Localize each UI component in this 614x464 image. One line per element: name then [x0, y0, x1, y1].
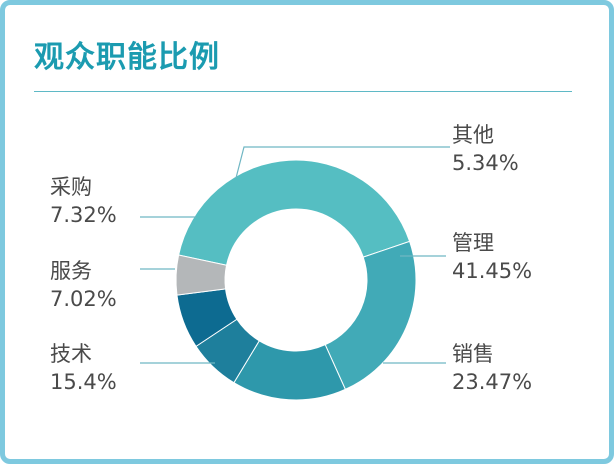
- slice-2: [324, 240, 417, 391]
- slice-name-3: 技术: [50, 342, 92, 366]
- leader-lines: [140, 146, 450, 364]
- slice-value-5: 7.32%: [50, 203, 117, 227]
- slice-name-2: 销售: [452, 342, 494, 366]
- slice-6: [175, 254, 228, 296]
- slice-value-6: 5.34%: [452, 151, 519, 175]
- slice-labels: 管理 41.45% 销售 23.47% 技术 15.4% 服务 7.02% 采购 7.32% 其他 5…: [50, 123, 532, 394]
- title-divider: [34, 91, 572, 92]
- slice-name-4: 服务: [50, 259, 92, 283]
- slice-value-2: 23.47%: [452, 370, 532, 394]
- donut-slices: [175, 159, 417, 401]
- chart-title: 观众职能比例: [34, 40, 220, 75]
- slice-value-1: 41.45%: [452, 259, 532, 283]
- slice-1: [178, 159, 411, 266]
- slice-value-3: 15.4%: [50, 370, 117, 394]
- slice-name-1: 管理: [452, 231, 494, 255]
- leader-line-6: [235, 146, 450, 179]
- slice-value-4: 7.02%: [50, 287, 117, 311]
- slice-name-5: 采购: [50, 175, 92, 199]
- slice-name-6: 其他: [452, 123, 494, 147]
